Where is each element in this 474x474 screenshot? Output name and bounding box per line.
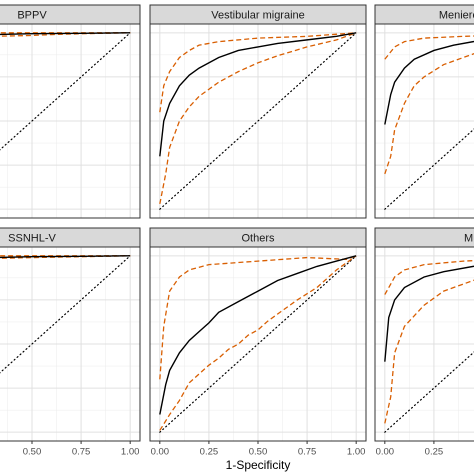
plot-lines xyxy=(0,255,131,374)
plot-lines xyxy=(384,259,474,433)
panel-title: SSNHL-V xyxy=(8,232,56,244)
roc-line xyxy=(0,32,131,36)
panel: Meniere's disease xyxy=(374,4,474,219)
reference-diagonal xyxy=(0,255,131,374)
ci-line xyxy=(0,255,131,257)
plot-lines xyxy=(0,32,131,151)
reference-diagonal xyxy=(159,255,357,433)
x-tick-label: 0.50 xyxy=(249,447,268,458)
panel-title: Meniere's disease xyxy=(439,9,474,21)
ci-line xyxy=(159,32,357,113)
panel-border xyxy=(374,23,474,219)
x-tick-label: 0.00 xyxy=(151,447,170,458)
x-tick-label: 0.25 xyxy=(425,447,444,458)
panel: Others 0.00 0.25 0.50 0.75 1.00 1-Specificity xyxy=(149,227,367,472)
panel: Multiple0.000.250.500.751.00 xyxy=(374,227,474,458)
strip xyxy=(0,227,141,248)
reference-diagonal xyxy=(0,32,131,151)
plot-lines xyxy=(384,35,474,210)
roc-line xyxy=(384,265,474,362)
roc-line xyxy=(159,32,357,157)
strip xyxy=(149,227,367,248)
roc-line xyxy=(0,255,131,259)
ci-line xyxy=(159,255,357,380)
panel-title: Vestibular migraine xyxy=(211,9,305,21)
x-tick-label: 0.50 xyxy=(23,447,42,458)
strip xyxy=(0,4,141,25)
strip xyxy=(374,227,474,248)
panel-title: Others xyxy=(241,232,275,244)
ci-line xyxy=(384,259,474,295)
panel: Vestibular migraine xyxy=(149,4,367,219)
x-tick-label: 0.00 xyxy=(376,447,395,458)
ci-line xyxy=(159,255,357,431)
strip xyxy=(149,4,367,25)
x-tick-label: 0.25 xyxy=(200,447,219,458)
plot-lines xyxy=(159,255,357,433)
ci-line xyxy=(159,32,357,205)
reference-diagonal xyxy=(384,128,474,210)
ci-line xyxy=(384,279,474,424)
strip xyxy=(374,4,474,25)
roc-line xyxy=(159,255,357,415)
reference-diagonal xyxy=(159,32,357,210)
panel: SSNHL-V0.000.250.500.751.00 xyxy=(0,227,141,458)
reference-diagonal xyxy=(384,351,474,433)
x-tick-label: 0.75 xyxy=(72,447,91,458)
panel: BPPV xyxy=(0,4,141,219)
x-tick-label: 0.75 xyxy=(298,447,317,458)
panel-title: Multiple xyxy=(464,232,474,244)
roc-line xyxy=(384,40,474,125)
x-tick-label: 1.00 xyxy=(347,447,366,458)
panel-border xyxy=(374,246,474,442)
ci-line xyxy=(384,35,474,60)
plot-lines xyxy=(159,32,357,210)
x-tick-label: 1.00 xyxy=(121,447,140,458)
x-axis-title: 1-Specificity xyxy=(226,458,291,472)
ci-line xyxy=(384,52,474,175)
panel-title: BPPV xyxy=(17,9,47,21)
